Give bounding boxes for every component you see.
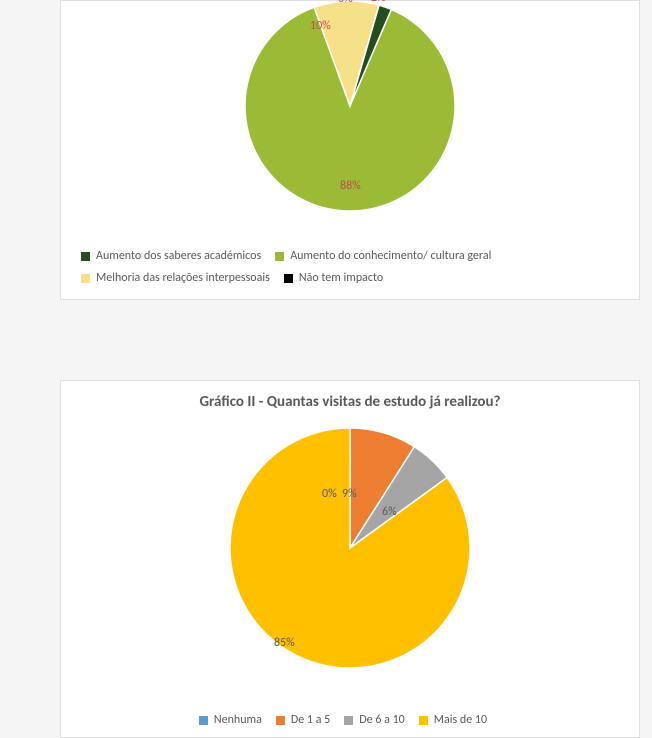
chart1-legend-label-1: Aumento do conhecimento/ cultura geral	[290, 249, 491, 263]
chart1-legend-swatch-1	[275, 252, 284, 261]
chart2-title: Gráfico II - Quantas visitas de estudo j…	[61, 393, 639, 411]
chart2-data-label-3: 85%	[274, 636, 295, 650]
chart2-legend: Nenhuma De 1 a 5 De 6 a 10 Mais de 10	[81, 709, 619, 731]
chart1-legend: Aumento dos saberes académicos Aumento do…	[81, 245, 619, 289]
chart1-legend-item-3: Não tem impacto	[284, 271, 383, 285]
chart1-panel: 2% 0% 88% 10% Aumento dos saberes académico…	[60, 0, 640, 300]
chart1-legend-swatch-3	[284, 274, 293, 283]
chart2-pie-wrap: 0% 9% 6% 85%	[210, 423, 490, 688]
chart2-legend-label-2: De 6 a 10	[359, 713, 405, 727]
chart1-data-label-1: 0%	[338, 0, 353, 6]
chart2-data-label-0: 0%	[322, 487, 337, 501]
chart2-data-label-2: 6%	[382, 505, 397, 519]
chart2-data-label-1: 9%	[342, 487, 357, 501]
chart1-legend-item-1: Aumento do conhecimento/ cultura geral	[275, 249, 491, 263]
chart1-data-labels: 2% 0% 88% 10%	[220, 1, 480, 213]
chart2-legend-item-1: De 1 a 5	[276, 713, 330, 727]
chart1-data-label-0: 2%	[371, 0, 386, 5]
chart1-pie-wrap: 2% 0% 88% 10%	[220, 1, 480, 218]
chart1-legend-item-2: Melhoria das relações interpessoais	[81, 271, 270, 285]
chart2-legend-item-3: Mais de 10	[419, 713, 487, 727]
chart2-legend-label-0: Nenhuma	[214, 713, 262, 727]
chart2-legend-item-2: De 6 a 10	[344, 713, 405, 727]
chart1-legend-swatch-2	[81, 274, 90, 283]
chart2-panel: Gráfico II - Quantas visitas de estudo j…	[60, 380, 640, 738]
chart1-data-label-3: 10%	[310, 19, 331, 33]
chart2-legend-label-1: De 1 a 5	[291, 713, 330, 727]
chart2-legend-swatch-3	[419, 716, 428, 725]
chart1-legend-item-0: Aumento dos saberes académicos	[81, 249, 261, 263]
chart2-data-labels: 0% 9% 6% 85%	[210, 423, 490, 683]
chart1-legend-label-0: Aumento dos saberes académicos	[96, 249, 261, 263]
chart1-legend-label-3: Não tem impacto	[299, 271, 383, 285]
page: 2% 0% 88% 10% Aumento dos saberes académico…	[0, 0, 652, 738]
chart2-legend-swatch-2	[344, 716, 353, 725]
chart2-legend-swatch-0	[199, 716, 208, 725]
chart2-legend-item-0: Nenhuma	[199, 713, 262, 727]
chart1-legend-swatch-0	[81, 252, 90, 261]
chart2-legend-label-3: Mais de 10	[434, 713, 487, 727]
chart2-legend-swatch-1	[276, 716, 285, 725]
chart1-data-label-2: 88%	[340, 179, 361, 193]
chart1-legend-label-2: Melhoria das relações interpessoais	[96, 271, 270, 285]
